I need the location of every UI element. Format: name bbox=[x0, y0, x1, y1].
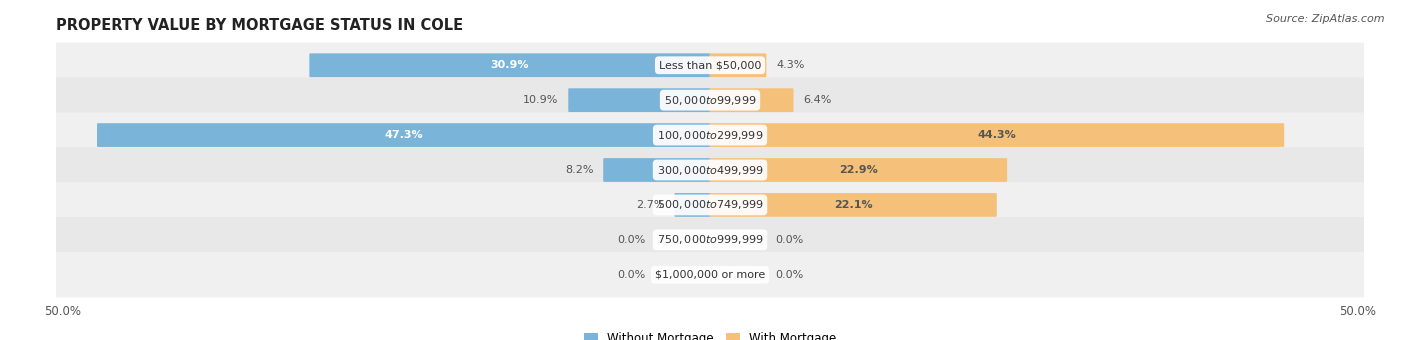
Text: 10.9%: 10.9% bbox=[523, 95, 558, 105]
FancyBboxPatch shape bbox=[603, 158, 710, 182]
Text: 22.1%: 22.1% bbox=[834, 200, 872, 210]
Text: 44.3%: 44.3% bbox=[977, 130, 1017, 140]
FancyBboxPatch shape bbox=[48, 78, 1372, 123]
FancyBboxPatch shape bbox=[48, 252, 1372, 298]
Text: 2.7%: 2.7% bbox=[637, 200, 665, 210]
Text: 6.4%: 6.4% bbox=[803, 95, 831, 105]
Text: $750,000 to $999,999: $750,000 to $999,999 bbox=[657, 233, 763, 246]
Text: 47.3%: 47.3% bbox=[384, 130, 423, 140]
Text: PROPERTY VALUE BY MORTGAGE STATUS IN COLE: PROPERTY VALUE BY MORTGAGE STATUS IN COL… bbox=[56, 18, 464, 33]
FancyBboxPatch shape bbox=[48, 147, 1372, 193]
Text: $1,000,000 or more: $1,000,000 or more bbox=[655, 270, 765, 280]
FancyBboxPatch shape bbox=[675, 193, 710, 217]
Text: 4.3%: 4.3% bbox=[776, 60, 804, 70]
Text: 22.9%: 22.9% bbox=[839, 165, 877, 175]
FancyBboxPatch shape bbox=[710, 193, 997, 217]
Legend: Without Mortgage, With Mortgage: Without Mortgage, With Mortgage bbox=[579, 328, 841, 340]
Text: $50,000 to $99,999: $50,000 to $99,999 bbox=[664, 94, 756, 107]
Text: 0.0%: 0.0% bbox=[775, 270, 803, 280]
FancyBboxPatch shape bbox=[710, 123, 1284, 147]
Text: 0.0%: 0.0% bbox=[775, 235, 803, 245]
FancyBboxPatch shape bbox=[48, 217, 1372, 262]
FancyBboxPatch shape bbox=[710, 158, 1007, 182]
Text: $100,000 to $299,999: $100,000 to $299,999 bbox=[657, 129, 763, 141]
Text: 0.0%: 0.0% bbox=[617, 235, 645, 245]
FancyBboxPatch shape bbox=[48, 182, 1372, 227]
Text: Source: ZipAtlas.com: Source: ZipAtlas.com bbox=[1267, 14, 1385, 23]
FancyBboxPatch shape bbox=[710, 53, 766, 77]
Text: 8.2%: 8.2% bbox=[565, 165, 593, 175]
Text: $500,000 to $749,999: $500,000 to $749,999 bbox=[657, 199, 763, 211]
FancyBboxPatch shape bbox=[568, 88, 710, 112]
FancyBboxPatch shape bbox=[710, 88, 793, 112]
Text: 0.0%: 0.0% bbox=[617, 270, 645, 280]
Text: $300,000 to $499,999: $300,000 to $499,999 bbox=[657, 164, 763, 176]
FancyBboxPatch shape bbox=[48, 42, 1372, 88]
FancyBboxPatch shape bbox=[48, 113, 1372, 158]
Text: Less than $50,000: Less than $50,000 bbox=[659, 60, 761, 70]
Text: 30.9%: 30.9% bbox=[491, 60, 529, 70]
FancyBboxPatch shape bbox=[97, 123, 710, 147]
FancyBboxPatch shape bbox=[309, 53, 710, 77]
